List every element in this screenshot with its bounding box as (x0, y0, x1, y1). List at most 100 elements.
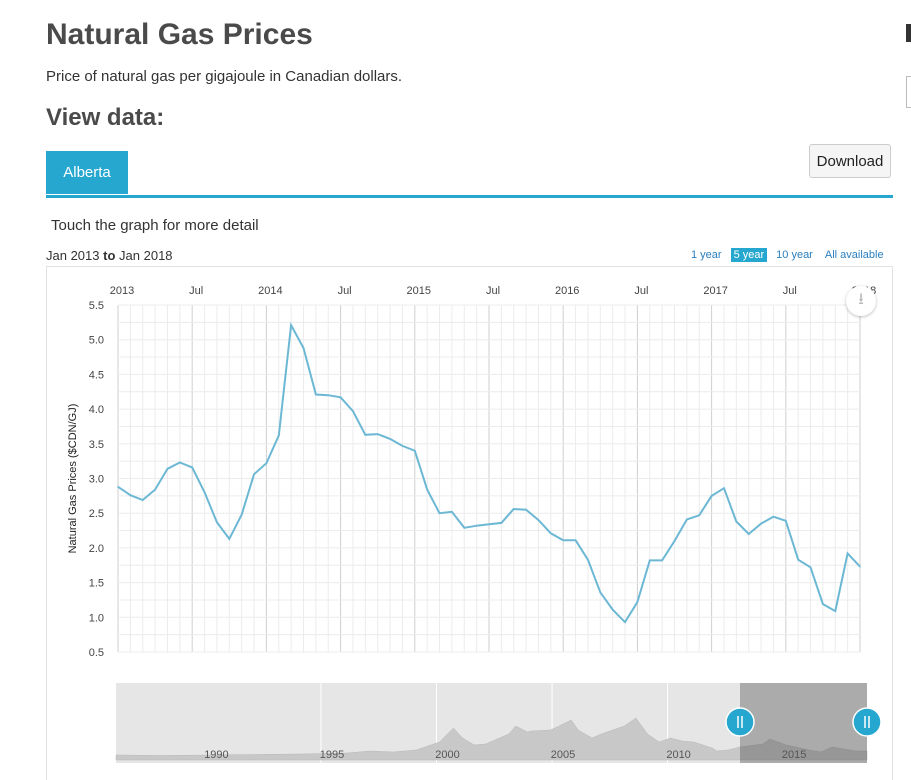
y-tick-label: 5.0 (89, 335, 104, 347)
data-point (785, 520, 787, 522)
data-point (228, 538, 231, 540)
data-point (747, 533, 750, 535)
tab-alberta[interactable]: Alberta (46, 151, 128, 194)
y-axis-title: Natural Gas Prices ($CDN/GJ) (67, 404, 79, 554)
clipped-edge-heading (906, 24, 911, 42)
data-point (587, 558, 589, 561)
x-tick-label: Jul (783, 285, 797, 297)
x-tick-label: Jul (189, 285, 203, 297)
y-tick-label: 3.5 (89, 439, 104, 451)
clipped-edge-select[interactable] (906, 76, 911, 108)
data-point (611, 608, 614, 611)
data-point (364, 433, 367, 436)
navigator-year-label: 2005 (551, 749, 575, 761)
data-point (500, 522, 503, 524)
navigator-year-label: 2000 (435, 749, 459, 761)
data-point (315, 393, 317, 396)
y-tick-label: 3.0 (89, 474, 104, 486)
data-point (822, 603, 824, 605)
x-tick-label: Jul (486, 285, 500, 297)
data-point (735, 520, 738, 523)
chart-frame (46, 266, 893, 780)
data-point (834, 610, 837, 612)
navigator-handle-right[interactable] (852, 707, 882, 737)
data-point (562, 539, 564, 542)
data-point (772, 515, 775, 518)
data-point (710, 495, 713, 497)
data-point (191, 466, 193, 469)
page-subtitle: Price of natural gas per gigajoule in Ca… (46, 68, 403, 85)
data-point (129, 494, 132, 496)
range-selector: 1 year 5 year 10 year All available (688, 248, 887, 262)
data-point (698, 514, 701, 517)
data-point (760, 522, 762, 525)
view-data-heading: View data: (46, 104, 165, 131)
range-from: Jan 2013 (46, 248, 100, 263)
data-point (809, 566, 812, 569)
data-point (302, 347, 305, 349)
navigator-handle-left[interactable] (725, 707, 755, 737)
y-tick-label: 5.5 (89, 300, 104, 312)
data-point (624, 621, 626, 623)
data-point (797, 558, 799, 561)
y-tick-label: 4.0 (89, 404, 104, 416)
chart-menu-button[interactable]: ⭳ (846, 286, 876, 316)
data-point (438, 512, 441, 514)
y-tick-label: 2.5 (89, 508, 104, 520)
data-point (599, 591, 602, 594)
data-point (290, 324, 292, 326)
data-point (550, 532, 552, 535)
data-point (240, 513, 243, 516)
navigator-selected-window (740, 683, 867, 763)
navigator-year-label: 2015 (782, 749, 806, 761)
region-tabs: Alberta (46, 151, 893, 198)
data-point (463, 526, 466, 529)
navigator-year-label: 1990 (204, 749, 228, 761)
range-5-year-button[interactable]: 5 year (730, 248, 768, 262)
range-1-year-button[interactable]: 1 year (691, 249, 722, 261)
x-tick-label: Jul (634, 285, 648, 297)
y-tick-label: 2.0 (89, 543, 104, 555)
data-point (661, 559, 663, 562)
navigator-year-label: 1995 (320, 749, 344, 761)
data-point (179, 461, 181, 464)
x-tick-label: Jul (338, 285, 352, 297)
data-point (636, 601, 639, 603)
data-point (414, 449, 416, 452)
download-arrow-icon: ⭳ (858, 290, 864, 308)
x-tick-label: 2016 (555, 285, 579, 297)
data-point (265, 462, 268, 465)
touch-hint: Touch the graph for more detail (51, 217, 259, 234)
data-point (475, 524, 478, 527)
data-point (277, 434, 280, 437)
navigator-year-label: 2010 (666, 749, 690, 761)
data-point (451, 511, 453, 513)
date-range-label: Jan 2013 to Jan 2018 (46, 248, 173, 263)
data-point (376, 433, 379, 435)
data-point (574, 539, 577, 542)
data-point (846, 552, 849, 555)
data-point (401, 445, 404, 447)
data-point (525, 508, 527, 511)
data-point (512, 508, 515, 510)
data-point (686, 518, 688, 521)
data-point (216, 521, 218, 524)
download-button[interactable]: Download (809, 144, 891, 178)
data-point (327, 394, 330, 397)
y-tick-label: 4.5 (89, 369, 104, 381)
y-tick-label: 1.0 (89, 612, 104, 624)
y-tick-label: 1.5 (89, 578, 104, 590)
data-point (352, 410, 354, 412)
range-10-year-button[interactable]: 10 year (776, 249, 813, 261)
range-all-button[interactable]: All available (824, 249, 884, 261)
data-point (723, 487, 725, 490)
data-point (253, 473, 255, 476)
data-point (166, 467, 169, 470)
page-title: Natural Gas Prices (46, 18, 313, 51)
data-point (389, 438, 391, 440)
data-point (673, 540, 676, 542)
x-tick-label: 2015 (407, 285, 431, 297)
range-to-word: to (103, 248, 116, 263)
data-point (859, 565, 861, 568)
